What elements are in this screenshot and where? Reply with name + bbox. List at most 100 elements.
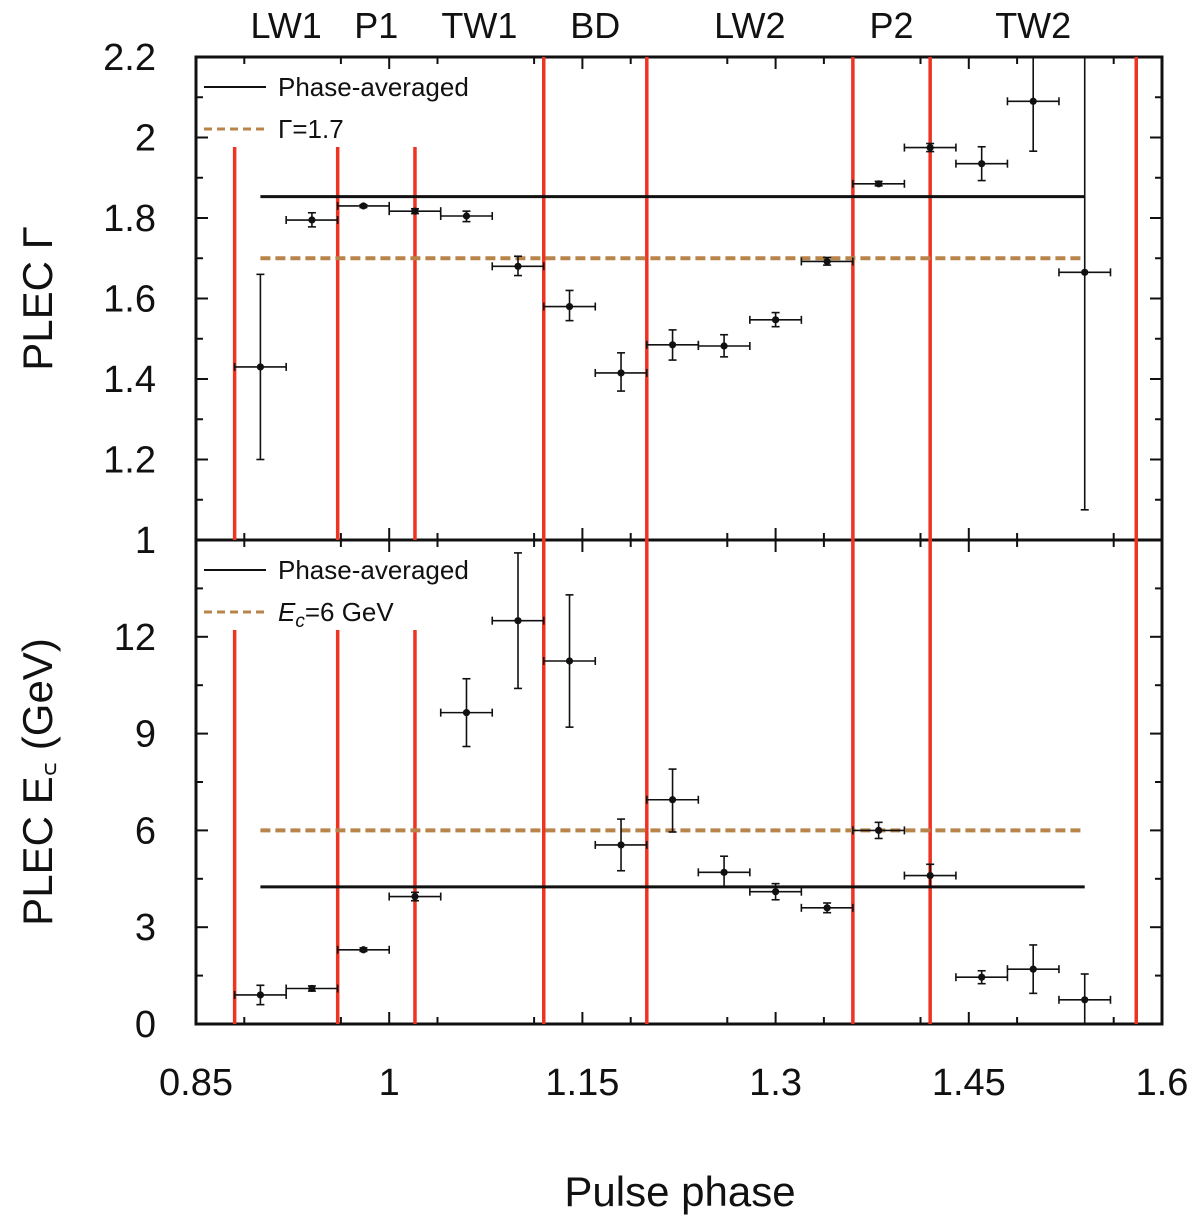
data-point xyxy=(955,969,1009,985)
data-marker xyxy=(308,984,316,993)
data-marker xyxy=(617,369,625,377)
data-marker xyxy=(1029,965,1037,973)
legend-ec-value: =6 GeV xyxy=(305,597,395,627)
x-tick-label: 1.45 xyxy=(932,1062,1006,1104)
data-marker xyxy=(411,207,419,215)
y-tick-label: 2 xyxy=(135,118,156,160)
legend-ec-subscript: c xyxy=(295,611,305,632)
x-axis-label: Pulse phase xyxy=(564,1168,795,1215)
data-point xyxy=(491,552,545,690)
data-marker xyxy=(514,262,522,270)
ticks xyxy=(195,56,1163,1025)
data-point xyxy=(285,211,339,228)
data-marker xyxy=(978,973,986,981)
x-tick-label: 1 xyxy=(379,1062,400,1104)
data-marker xyxy=(514,617,522,625)
data-point xyxy=(542,289,597,322)
data-point xyxy=(800,902,854,914)
legend-phase-averaged-label: Phase-averaged xyxy=(278,555,469,585)
y-tick-label: 1.2 xyxy=(103,440,156,482)
data-point xyxy=(852,821,906,840)
y-tick-label: 1.6 xyxy=(103,279,156,321)
data-point xyxy=(903,142,957,153)
panel-2-y-axis-label: PLEC E꜀ (GeV) xyxy=(14,638,61,926)
region-label-p2: P2 xyxy=(869,5,913,46)
data-point xyxy=(852,179,906,188)
data-marker xyxy=(823,257,831,266)
data-point xyxy=(491,255,545,277)
region-label-tw2: TW2 xyxy=(995,5,1071,46)
data-marker xyxy=(565,302,574,311)
data-marker xyxy=(256,363,264,371)
region-label-tw1: TW1 xyxy=(441,5,517,46)
data-marker xyxy=(411,892,419,901)
data-marker xyxy=(823,904,831,912)
y-tick-label: 0 xyxy=(135,1004,156,1046)
data-marker xyxy=(926,871,934,880)
data-marker xyxy=(617,841,625,849)
data-marker xyxy=(1029,97,1037,105)
data-marker xyxy=(462,709,471,717)
data-point xyxy=(645,768,700,833)
data-point xyxy=(749,882,803,901)
data-point xyxy=(903,863,957,888)
data-marker xyxy=(1081,268,1089,276)
data-point xyxy=(697,333,751,358)
x-tick-label: 1.15 xyxy=(545,1062,619,1104)
x-tick-label: 1.3 xyxy=(749,1062,802,1104)
y-tick-label: 3 xyxy=(135,907,156,949)
data-marker xyxy=(668,341,677,349)
legends: Phase-averaged Γ=1.7 Phase-averaged Ec=6 Ge… xyxy=(204,72,469,632)
panel-1-y-axis-label: PLEC Γ xyxy=(14,226,61,371)
data-point xyxy=(439,677,494,748)
data-point xyxy=(388,891,442,902)
data-point xyxy=(388,207,442,216)
data-point xyxy=(1006,57,1060,152)
data-point xyxy=(285,984,339,993)
x-tick-label: 0.85 xyxy=(159,1062,233,1104)
data-point xyxy=(1058,57,1112,511)
region-label-lw2: LW2 xyxy=(714,5,785,46)
data-marker xyxy=(926,143,934,152)
legend-reference-label: Γ=1.7 xyxy=(278,114,344,144)
x-tick-label: 1.6 xyxy=(1136,1062,1189,1104)
data-point xyxy=(542,594,597,728)
data-point xyxy=(1006,944,1060,995)
labels: 1 1.2 1.4 1.6 1.8 2 2.2 PLEC Γ 0 3 6 9 12 PLEC E꜀ (Ge… xyxy=(14,5,1188,1104)
region-label-lw1: LW1 xyxy=(250,5,321,46)
data-point xyxy=(439,210,494,223)
data-marker xyxy=(978,160,986,168)
data-point xyxy=(800,256,854,266)
y-tick-label: 12 xyxy=(114,617,156,659)
data-marker xyxy=(1081,996,1089,1004)
data-point xyxy=(697,855,751,888)
data-marker xyxy=(359,946,368,954)
region-label-p1: P1 xyxy=(354,5,398,46)
data-marker xyxy=(772,888,780,896)
data-point xyxy=(594,818,648,872)
data-point xyxy=(336,945,391,954)
data-marker xyxy=(772,316,780,324)
y-tick-label: 6 xyxy=(135,810,156,852)
data-point xyxy=(233,273,287,461)
data-marker xyxy=(875,826,883,835)
data-marker xyxy=(720,342,728,350)
data-points xyxy=(233,57,1112,1024)
y-tick-label: 1.4 xyxy=(103,359,156,401)
region-label-bd: BD xyxy=(570,5,620,46)
data-point xyxy=(645,329,700,361)
data-point xyxy=(233,984,287,1006)
data-marker xyxy=(462,212,471,220)
data-marker xyxy=(875,180,883,188)
data-point xyxy=(336,201,391,210)
y-tick-label: 1.8 xyxy=(103,198,156,240)
data-point xyxy=(955,145,1009,182)
data-marker xyxy=(565,657,574,665)
y-tick-label: 9 xyxy=(135,714,156,756)
data-marker xyxy=(256,991,264,999)
legend-phase-averaged-label: Phase-averaged xyxy=(278,72,469,102)
data-point xyxy=(1058,973,1112,1024)
legend-ec-symbol: E xyxy=(278,597,296,627)
data-point xyxy=(594,352,648,392)
